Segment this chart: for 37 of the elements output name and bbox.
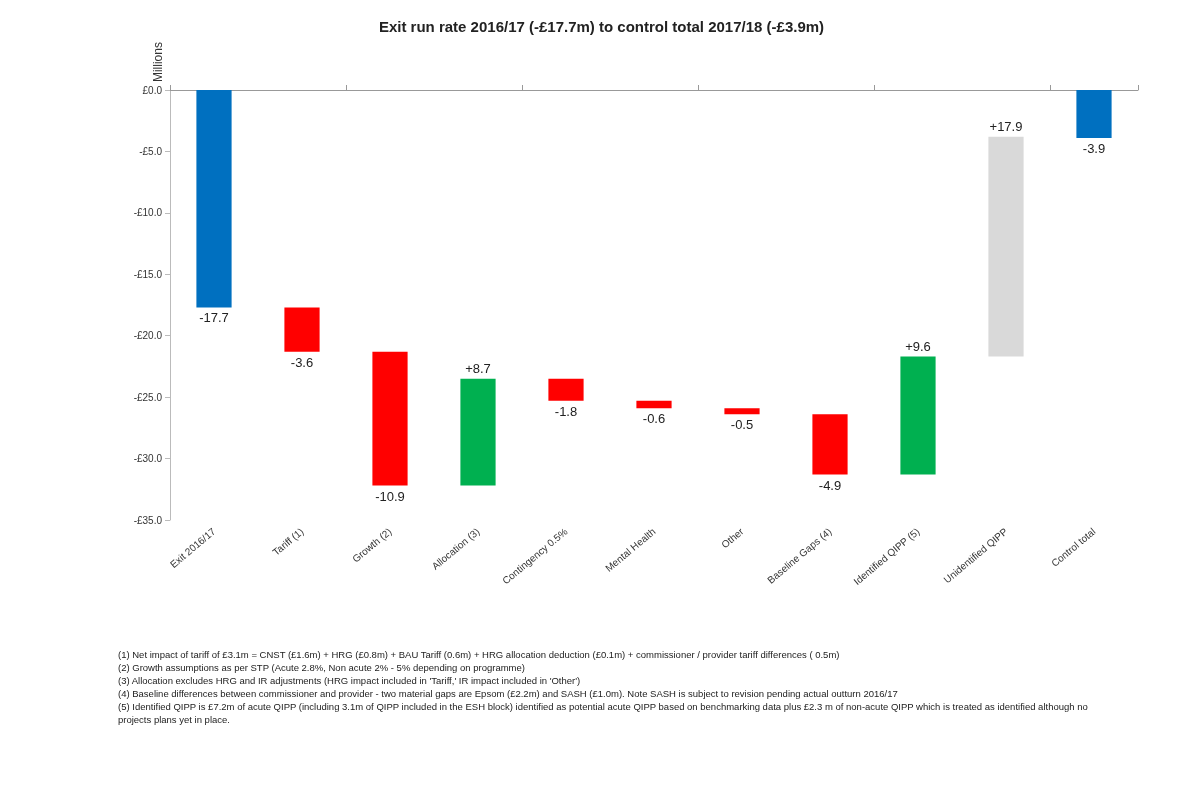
data-label: -0.5 (730, 417, 754, 433)
bar (636, 400, 672, 409)
data-label: -10.9 (375, 488, 405, 504)
text: (3) Allocation excludes HRG and IR adjustments (HRG impact included in 'Tariff,' IR impact included in 'Other') (118, 674, 582, 687)
bar (460, 378, 496, 486)
y-tick-label: -£10.0 (133, 207, 163, 219)
data-label: +8.7 (465, 360, 491, 376)
bar (900, 356, 936, 475)
y-tick-label: -£35.0 (133, 514, 163, 526)
data-label: +9.6 (905, 338, 931, 354)
bar (812, 414, 848, 475)
bar (724, 408, 760, 415)
y-tick-label: -£15.0 (133, 268, 163, 280)
y-tick-label: £0.0 (142, 84, 163, 96)
y-tick-label: -£5.0 (139, 145, 163, 157)
text: (5) Identified QIPP is £7.2m of acute QIPP (including 3.1m of QIPP included in the ESH block) identified as potential acute QIPP based on benchmarking data plus £2.3 m of non-acute QIPP which is treated as identified although no projects plans yet in place. (118, 700, 1089, 726)
data-label: +17.9 (989, 118, 1023, 134)
bar (988, 136, 1024, 357)
data-label: -0.6 (642, 411, 666, 427)
text: (4) Baseline differences between commissioner and provider - two material gaps are Epsom (£2.2m) and SASH (£1.0m). Note SASH is subject to revision pending actual outturn 2016/17 (118, 687, 899, 700)
y-tick-label: -£20.0 (133, 330, 163, 342)
text: (2) Growth assumptions as per STP (Acute 2.8%, Non acute 2% - 5% depending on programme) (118, 661, 526, 674)
y-axis-title: Millions (151, 42, 165, 83)
data-label: -3.6 (290, 354, 314, 370)
data-label: -3.9 (1082, 140, 1106, 156)
bar (284, 307, 320, 352)
data-label: -4.9 (818, 477, 842, 493)
text: (1) Net impact of tariff of £3.1m = CNST (£1.6m) + HRG (£0.8m) + BAU Tariff (0.6m) + HRG allocation deduction (£0.1m) + commissioner / provider tariff differences ( 0.5m) (118, 648, 841, 661)
data-label: -17.7 (199, 310, 229, 326)
y-tick-label: -£25.0 (133, 391, 163, 403)
bar (372, 351, 408, 486)
y-tick-label: -£30.0 (133, 453, 163, 465)
bar (1076, 90, 1112, 138)
chart-title: Exit run rate 2016/17 (-£17.7m) to control total 2017/18 (-£3.9m) (378, 18, 825, 35)
bar (548, 378, 584, 401)
data-label: -1.8 (554, 403, 578, 419)
bar (196, 90, 232, 308)
